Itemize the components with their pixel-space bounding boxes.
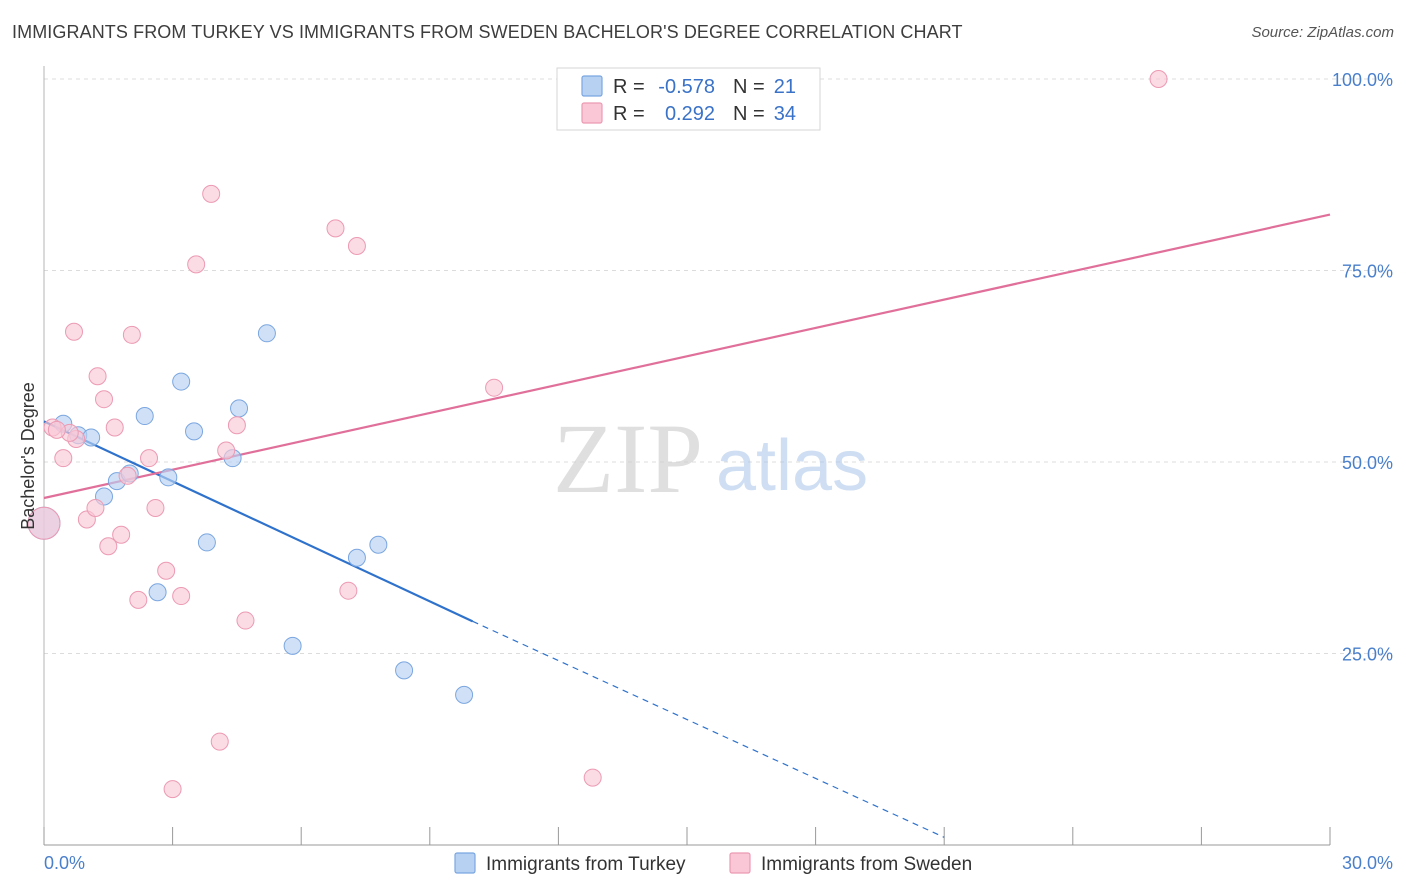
sweden-point bbox=[583, 768, 602, 787]
legend: Immigrants from Turkey Immigrants from S… bbox=[454, 852, 972, 875]
axes bbox=[43, 66, 1331, 846]
trend-lines bbox=[43, 213, 1331, 838]
y-axis-label: Bachelor's Degree bbox=[18, 382, 38, 530]
stats-turkey-r-label: R = bbox=[613, 76, 645, 98]
turkey-point bbox=[369, 535, 388, 554]
turkey-point bbox=[197, 533, 216, 552]
sweden-point bbox=[210, 732, 229, 751]
x-tick-label-min: 0.0% bbox=[44, 853, 85, 873]
turkey-point bbox=[185, 422, 204, 441]
y-tick-label: 100.0% bbox=[1332, 70, 1393, 90]
stats-sweden-swatch bbox=[581, 102, 603, 124]
turkey-point bbox=[159, 468, 178, 487]
stats-sweden-n-label: N = bbox=[733, 103, 765, 125]
sweden-point bbox=[140, 449, 159, 468]
turkey-point bbox=[230, 399, 249, 418]
turkey-point bbox=[148, 583, 167, 602]
turkey-point bbox=[455, 685, 474, 704]
sweden-point bbox=[105, 418, 124, 437]
sweden-point bbox=[347, 236, 366, 255]
sweden-point bbox=[118, 466, 137, 485]
y-tick-label: 25.0% bbox=[1342, 645, 1393, 665]
watermark-atlas: atlas bbox=[716, 426, 868, 506]
sweden-point bbox=[227, 416, 246, 435]
y-tick-label: 50.0% bbox=[1342, 453, 1393, 473]
legend-turkey-swatch bbox=[454, 852, 476, 874]
sweden-point bbox=[95, 390, 114, 409]
sweden-point bbox=[187, 255, 206, 274]
sweden-point bbox=[236, 611, 255, 630]
stats-sweden-r-label: R = bbox=[613, 103, 645, 125]
sweden-point bbox=[65, 322, 84, 341]
stats-turkey-r-value: -0.578 bbox=[658, 76, 715, 98]
turkey-point bbox=[135, 407, 154, 426]
sweden-point bbox=[172, 587, 191, 606]
chart-title: IMMIGRANTS FROM TURKEY VS IMMIGRANTS FRO… bbox=[12, 22, 963, 42]
sweden-point bbox=[47, 420, 66, 439]
y-tick-labels: 25.0% 50.0% 75.0% 100.0% bbox=[1332, 70, 1393, 665]
gridlines bbox=[44, 78, 1393, 654]
legend-sweden-label: Immigrants from Sweden bbox=[761, 854, 972, 875]
x-tick-label-max: 30.0% bbox=[1342, 853, 1393, 873]
sweden-point bbox=[157, 561, 176, 580]
turkey-point bbox=[82, 428, 101, 447]
sweden-point bbox=[54, 449, 73, 468]
sweden-point bbox=[339, 581, 358, 600]
data-points bbox=[27, 70, 1168, 799]
stats-turkey-n-value: 21 bbox=[774, 76, 796, 98]
stats-box: R = -0.578 N = 21 R = 0.292 N = 34 bbox=[556, 67, 821, 131]
sweden-point bbox=[163, 780, 182, 799]
turkey-point bbox=[283, 636, 302, 655]
sweden-point bbox=[86, 498, 105, 517]
sweden-point bbox=[99, 537, 118, 556]
sweden-point bbox=[146, 498, 165, 517]
sweden-point bbox=[202, 184, 221, 203]
turkey-point bbox=[172, 372, 191, 391]
turkey-point bbox=[257, 324, 276, 343]
sweden-point bbox=[112, 525, 131, 544]
turkey-point bbox=[395, 661, 414, 680]
sweden-point bbox=[122, 325, 141, 344]
sweden-point bbox=[129, 590, 148, 609]
sweden-point bbox=[88, 367, 107, 386]
legend-sweden-swatch bbox=[729, 852, 751, 874]
y-tick-label: 75.0% bbox=[1342, 262, 1393, 282]
source-credit: Source: ZipAtlas.com bbox=[1251, 24, 1394, 41]
stats-turkey-n-label: N = bbox=[733, 76, 765, 98]
watermark-zip: ZIP bbox=[553, 403, 703, 514]
sweden-point bbox=[485, 378, 504, 397]
stats-turkey-swatch bbox=[581, 75, 603, 97]
turkey-trend-line bbox=[43, 420, 474, 623]
sweden-point bbox=[326, 219, 345, 238]
sweden-trend-line bbox=[43, 213, 1331, 500]
stats-sweden-r-value: 0.292 bbox=[665, 103, 715, 125]
legend-turkey-label: Immigrants from Turkey bbox=[486, 854, 686, 875]
turkey-point bbox=[347, 548, 366, 567]
watermark: ZIP atlas bbox=[553, 403, 868, 514]
sweden-point bbox=[217, 441, 236, 460]
sweden-point bbox=[27, 506, 61, 540]
stats-sweden-n-value: 34 bbox=[774, 103, 796, 125]
turkey-trend-extension bbox=[472, 620, 945, 838]
sweden-point bbox=[1149, 70, 1168, 88]
